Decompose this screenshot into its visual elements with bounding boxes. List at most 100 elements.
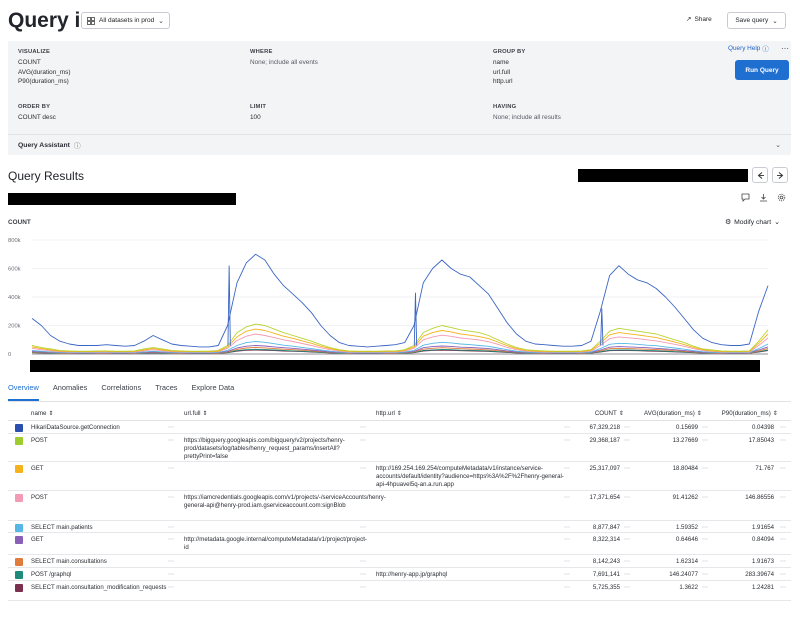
having-clause[interactable]: HAVING None; include all results xyxy=(493,103,713,123)
cell-menu-icon[interactable]: ⋯ xyxy=(624,525,630,531)
cell-menu-icon[interactable]: ⋯ xyxy=(360,495,366,501)
cell-menu-icon[interactable]: ⋯ xyxy=(360,425,366,431)
series-spike[interactable] xyxy=(413,292,418,346)
cell-menu-icon[interactable]: ⋯ xyxy=(780,525,786,531)
limit-clause[interactable]: LIMIT 100 xyxy=(250,103,470,123)
visualize-clause[interactable]: VISUALIZE COUNT AVG(duration_ms) P90(dur… xyxy=(18,48,238,87)
cell-menu-icon[interactable]: ⋯ xyxy=(360,559,366,565)
cell-menu-icon[interactable]: ⋯ xyxy=(780,466,786,472)
cell-menu-icon[interactable]: ⋯ xyxy=(702,438,708,444)
table-row[interactable]: SELECT main.consultations ⋯ ⋯ ⋯ 8,142,243 ⋯ 1.… xyxy=(8,555,791,568)
cell-menu-icon[interactable]: ⋯ xyxy=(780,585,786,591)
download-icon[interactable] xyxy=(758,192,768,202)
cell-menu-icon[interactable]: ⋯ xyxy=(564,425,570,431)
run-query-button[interactable]: Run Query xyxy=(735,60,789,80)
table-row[interactable]: POST ⋯ https://bigquery.googleapis.com/big… xyxy=(8,434,791,462)
where-clause[interactable]: WHERE None; include all events xyxy=(250,48,470,68)
cell-menu-icon[interactable]: ⋯ xyxy=(780,559,786,565)
cell-menu-icon[interactable]: ⋯ xyxy=(702,495,708,501)
column-header-avg[interactable]: AVG(duration_ms) ⇕ xyxy=(628,410,702,417)
cell-menu-icon[interactable]: ⋯ xyxy=(624,559,630,565)
table-row[interactable]: GET ⋯ ⋯ http://169.254.169.254/computeMetad… xyxy=(8,462,791,491)
cell-menu-icon[interactable]: ⋯ xyxy=(624,537,630,543)
column-header-name[interactable]: name ⇕ xyxy=(31,410,54,417)
cell-menu-icon[interactable]: ⋯ xyxy=(624,572,630,578)
cell-menu-icon[interactable]: ⋯ xyxy=(624,438,630,444)
cell-menu-icon[interactable]: ⋯ xyxy=(564,572,570,578)
cell-menu-icon[interactable]: ⋯ xyxy=(168,425,174,431)
cell-menu-icon[interactable]: ⋯ xyxy=(168,559,174,565)
group-by-clause[interactable]: GROUP BY name url.full http.url xyxy=(493,48,713,87)
cell-menu-icon[interactable]: ⋯ xyxy=(624,425,630,431)
cell-menu-icon[interactable]: ⋯ xyxy=(702,425,708,431)
column-header-url-full[interactable]: url.full ⇕ xyxy=(184,410,208,417)
previous-result-button[interactable] xyxy=(752,167,768,183)
table-row[interactable]: SELECT main.patients ⋯ ⋯ ⋯ 8,877,847 ⋯ 1.59352… xyxy=(8,521,791,533)
cell-menu-icon[interactable]: ⋯ xyxy=(360,438,366,444)
cell-menu-icon[interactable]: ⋯ xyxy=(168,495,174,501)
table-row[interactable]: POST /graphql ⋯ ⋯ http://henry-app.jp/graph… xyxy=(8,568,791,581)
dataset-select[interactable]: All datasets in prod ⌄ xyxy=(81,12,170,29)
tab-anomalies[interactable]: Anomalies xyxy=(52,383,88,392)
settings-gear-icon[interactable] xyxy=(776,192,786,202)
cell-menu-icon[interactable]: ⋯ xyxy=(702,537,708,543)
series-spike[interactable] xyxy=(227,265,231,346)
table-row[interactable]: HikariDataSource.getConnection ⋯ ⋯ ⋯ 67,329,… xyxy=(8,421,791,434)
cell-menu-icon[interactable]: ⋯ xyxy=(624,495,630,501)
cell-menu-icon[interactable]: ⋯ xyxy=(168,525,174,531)
share-button[interactable]: ↗ Share xyxy=(686,15,712,24)
series-line[interactable] xyxy=(31,328,769,353)
series-line[interactable] xyxy=(31,253,769,348)
table-row[interactable]: POST ⋯ https://iamcredentials.googleapis.c… xyxy=(8,491,791,521)
comment-icon[interactable] xyxy=(740,192,750,202)
count-line-chart[interactable]: 800k 600k 400k 200k 0 xyxy=(8,232,791,372)
cell-menu-icon[interactable]: ⋯ xyxy=(780,572,786,578)
cell-menu-icon[interactable]: ⋯ xyxy=(360,525,366,531)
query-assistant-toggle[interactable]: Query Assistant ⓘ ⌄ xyxy=(8,134,791,155)
cell-menu-icon[interactable]: ⋯ xyxy=(564,438,570,444)
cell-menu-icon[interactable]: ⋯ xyxy=(168,572,174,578)
cell-menu-icon[interactable]: ⋯ xyxy=(564,585,570,591)
order-by-clause[interactable]: ORDER BY COUNT desc xyxy=(18,103,238,123)
tab-explore-data[interactable]: Explore Data xyxy=(191,383,235,392)
cell-menu-icon[interactable]: ⋯ xyxy=(702,525,708,531)
cell-menu-icon[interactable]: ⋯ xyxy=(360,537,366,543)
cell-menu-icon[interactable]: ⋯ xyxy=(702,585,708,591)
cell-menu-icon[interactable]: ⋯ xyxy=(168,537,174,543)
series-line[interactable] xyxy=(31,323,769,352)
cell-menu-icon[interactable]: ⋯ xyxy=(360,466,366,472)
cell-menu-icon[interactable]: ⋯ xyxy=(780,537,786,543)
table-row[interactable]: GET ⋯ http://metadata.google.internal/comp… xyxy=(8,533,791,555)
cell-menu-icon[interactable]: ⋯ xyxy=(168,585,174,591)
tab-traces[interactable]: Traces xyxy=(155,383,178,392)
tab-correlations[interactable]: Correlations xyxy=(101,383,142,392)
cell-menu-icon[interactable]: ⋯ xyxy=(702,466,708,472)
modify-chart-button[interactable]: ⚙ Modify chart ⌄ xyxy=(725,218,780,227)
cell-menu-icon[interactable]: ⋯ xyxy=(360,585,366,591)
cell-menu-icon[interactable]: ⋯ xyxy=(780,495,786,501)
save-query-button[interactable]: Save query ⌄ xyxy=(727,12,786,29)
tab-overview[interactable]: Overview xyxy=(8,383,39,401)
cell-menu-icon[interactable]: ⋯ xyxy=(360,572,366,578)
cell-menu-icon[interactable]: ⋯ xyxy=(702,559,708,565)
cell-menu-icon[interactable]: ⋯ xyxy=(168,466,174,472)
series-spike[interactable] xyxy=(600,308,604,346)
query-help-link[interactable]: Query Help ⓘ xyxy=(728,44,769,53)
cell-menu-icon[interactable]: ⋯ xyxy=(624,585,630,591)
cell-menu-icon[interactable]: ⋯ xyxy=(168,438,174,444)
cell-menu-icon[interactable]: ⋯ xyxy=(624,466,630,472)
cell-menu-icon[interactable]: ⋯ xyxy=(564,495,570,501)
series-line[interactable] xyxy=(31,333,769,353)
column-header-count[interactable]: COUNT ⇕ xyxy=(568,410,624,417)
series-line[interactable] xyxy=(31,341,769,354)
cell-menu-icon[interactable]: ⋯ xyxy=(702,572,708,578)
cell-menu-icon[interactable]: ⋯ xyxy=(564,537,570,543)
table-row[interactable]: SELECT main.consultation_modification_re… xyxy=(8,581,791,601)
cell-menu-icon[interactable]: ⋯ xyxy=(780,425,786,431)
more-options-icon[interactable]: ⋯ xyxy=(781,44,789,53)
column-header-http-url[interactable]: http.url ⇕ xyxy=(376,410,402,417)
cell-menu-icon[interactable]: ⋯ xyxy=(564,466,570,472)
cell-menu-icon[interactable]: ⋯ xyxy=(780,438,786,444)
next-result-button[interactable] xyxy=(772,167,788,183)
cell-menu-icon[interactable]: ⋯ xyxy=(564,559,570,565)
